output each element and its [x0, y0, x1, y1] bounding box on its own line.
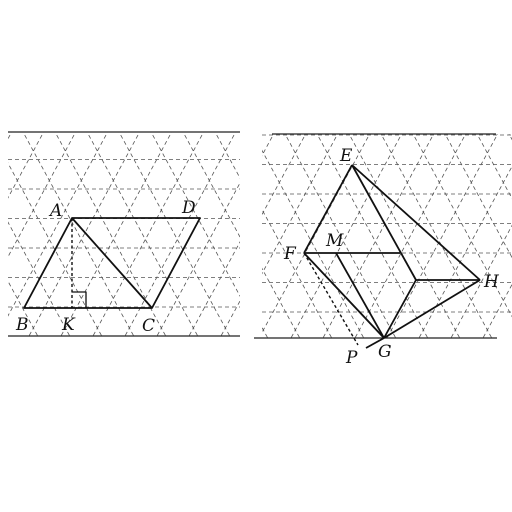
- label-c: C: [142, 316, 155, 336]
- grid-line: [8, 162, 103, 336]
- left-triangular-grid: [0, 92, 240, 376]
- grid-line: [188, 241, 240, 336]
- label-a: A: [48, 201, 62, 221]
- edge-e-inner: [351, 164, 417, 281]
- grid-line: [8, 221, 71, 336]
- grid-line: [220, 300, 240, 336]
- label-e: E: [339, 146, 353, 166]
- grid-line: [284, 134, 397, 338]
- grid-line: [156, 182, 240, 336]
- grid-line: [118, 132, 231, 336]
- edge-hg: [383, 279, 481, 339]
- right-figure: E M F H P G: [0, 94, 512, 378]
- edge-fg: [303, 252, 385, 339]
- segment-inner-g: [383, 279, 417, 339]
- grid-line: [322, 134, 435, 338]
- right-triangular-grid: [0, 94, 512, 378]
- grid-line: [316, 134, 429, 338]
- grid-line: [476, 134, 512, 200]
- grid-line: [0, 94, 7, 378]
- grid-line: [493, 94, 512, 378]
- segment-gp: [365, 337, 385, 349]
- label-b: B: [15, 315, 29, 335]
- grid-line: [54, 132, 167, 336]
- segment-mg: [335, 252, 385, 339]
- grid-line: [262, 267, 301, 338]
- grid-line: [22, 132, 135, 336]
- label-f: F: [283, 244, 297, 264]
- dashed-fp: [303, 252, 359, 346]
- diagonal-ac: [71, 217, 153, 309]
- label-m: M: [325, 231, 344, 251]
- grid-line: [418, 165, 512, 338]
- grid-line: [450, 224, 512, 338]
- grid-line: [508, 134, 512, 141]
- grid-line: [8, 280, 39, 336]
- label-g: G: [378, 342, 392, 362]
- grid-line: [92, 132, 205, 336]
- grid-line: [8, 132, 45, 199]
- label-k: K: [61, 315, 76, 335]
- edge-eh: [351, 164, 481, 281]
- grid-line: [262, 134, 339, 275]
- left-figure: A D B K C: [0, 92, 240, 376]
- grid-line: [60, 132, 173, 336]
- grid-line: [182, 132, 240, 238]
- right-angle-mark: [72, 291, 87, 308]
- grid-line: [354, 134, 467, 338]
- label-h: H: [483, 272, 500, 292]
- grid-line: [412, 134, 512, 318]
- grid-line: [348, 134, 461, 338]
- grid-line: [262, 208, 333, 338]
- grid-line: [444, 134, 512, 259]
- grid-line: [8, 132, 77, 258]
- grid-line: [150, 132, 240, 297]
- label-p: P: [345, 348, 358, 368]
- grid-line: [290, 134, 403, 338]
- grid-line: [262, 134, 371, 334]
- edge-ef: [303, 164, 353, 254]
- grid-line: [482, 283, 512, 338]
- grid-line: [124, 132, 237, 336]
- grid-line: [386, 134, 499, 338]
- grid-line: [28, 132, 141, 336]
- grid-line: [262, 326, 269, 338]
- grid-line: [0, 92, 1, 376]
- grid-line: [380, 134, 493, 338]
- grid-line: [86, 132, 199, 336]
- grid-line: [8, 132, 109, 317]
- label-d: D: [181, 198, 196, 218]
- grid-line: [262, 149, 365, 338]
